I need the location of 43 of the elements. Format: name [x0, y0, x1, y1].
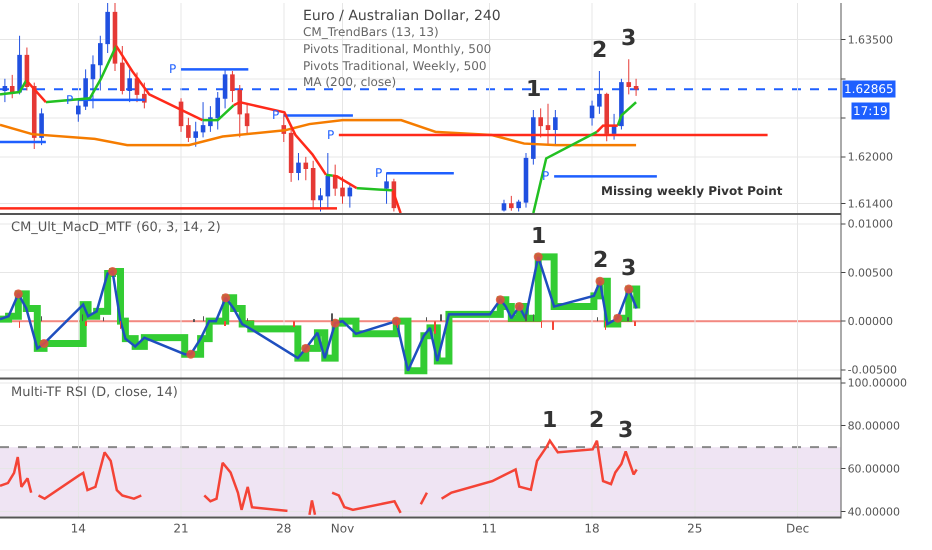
x-tick-label: 14 [70, 522, 86, 536]
text: 17:19 [853, 104, 888, 118]
annotation: P [542, 169, 550, 183]
annotation: 3 [621, 256, 636, 281]
chart-title: Euro / Australian Dollar, 240 [303, 8, 501, 24]
y-tick-label: 1.61400 [848, 198, 894, 211]
annotation: P [327, 128, 334, 142]
annotation: 2 [593, 248, 608, 273]
y-tick-label: -0.00500 [848, 364, 898, 377]
annotation: 1 [531, 224, 546, 249]
annotation: 3 [621, 26, 636, 51]
y-tick-label: 1.63500 [848, 34, 894, 47]
annotation: MA (200, close) [303, 75, 396, 89]
y-tick-label: 60.00000 [848, 462, 900, 476]
ref-line-label: 1.62865 [844, 82, 894, 96]
y-tick-label: 0.00000 [848, 314, 894, 328]
annotation: CM_TrendBars (13, 13) [303, 25, 439, 39]
y-tick-label: 1.62000 [848, 150, 894, 164]
annotation: Pivots Traditional, Monthly, 500 [303, 42, 492, 56]
annotation: P [375, 166, 382, 180]
x-tick-label: 25 [687, 522, 702, 536]
annotation: 2 [592, 38, 608, 63]
y-tick-label: 80.00000 [848, 420, 900, 433]
x-tick-label: 11 [482, 522, 497, 536]
annotation: 2 [589, 408, 604, 433]
annotation: 1 [542, 408, 558, 433]
x-tick-label: 28 [276, 522, 292, 536]
x-tick-label: 21 [173, 522, 189, 536]
annotation: 1 [526, 77, 542, 102]
annotation: P [169, 62, 176, 76]
chart-title: Multi-TF RSI (D, close, 14) [11, 385, 178, 400]
annotation: Missing weekly Pivot Point [601, 184, 783, 198]
y-tick-label: 0.01000 [848, 218, 894, 231]
x-tick-label: Dec [786, 522, 810, 536]
annotation: Pivots Traditional, Weekly, 500 [303, 59, 486, 73]
annotation: P [272, 108, 280, 122]
x-tick-label: Nov [330, 522, 354, 536]
y-tick-label: 100.00000 [848, 376, 908, 390]
x-tick-label: 18 [584, 522, 600, 536]
annotation: 3 [618, 418, 634, 443]
y-tick-label: 0.00500 [848, 266, 894, 280]
y-tick-label: 40.00000 [848, 505, 900, 518]
chart-title: CM_Ult_MacD_MTF (60, 3, 14, 2) [11, 220, 221, 235]
